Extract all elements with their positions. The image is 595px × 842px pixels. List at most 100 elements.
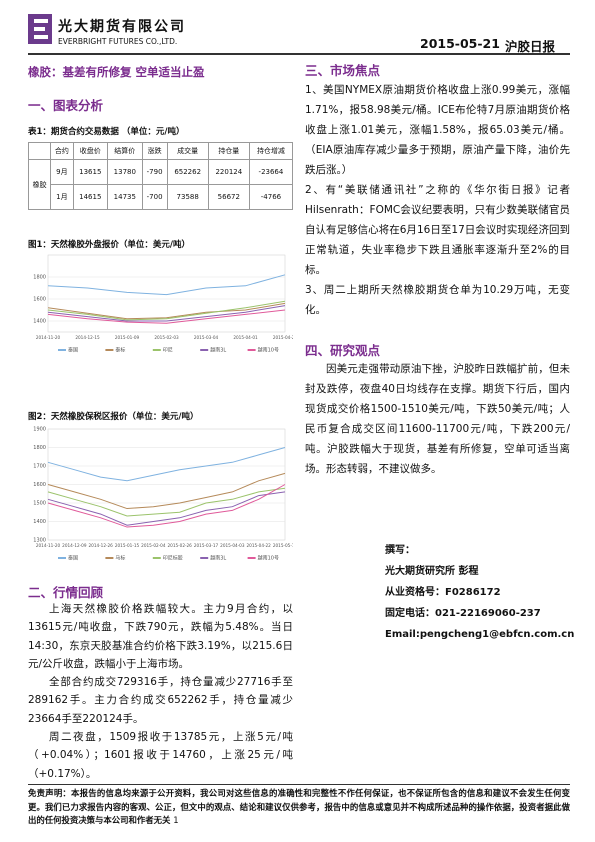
legend-label: 越南10号 — [258, 347, 279, 354]
x-tick-label: 2014-11-20 — [36, 335, 61, 340]
table-cell: -700 — [141, 184, 168, 210]
author-line: 从业资格号：F0286172 — [385, 587, 501, 598]
legend-label: 越南10号 — [258, 555, 279, 562]
table-cell: 持仓增减 — [248, 142, 294, 160]
x-tick-label: 2015-01-09 — [115, 335, 140, 340]
table-row: 合约 收盘价 结算价 涨跌 成交量 持仓量 持仓增减 — [27, 142, 294, 160]
legend-label: 印尼标胶 — [163, 555, 183, 562]
table-cell: 13615 — [72, 159, 109, 185]
table-cell: 220124 — [207, 159, 250, 185]
author-block: 撰写： 光大期货研究所 彭程 从业资格号：F0286172 固定电话：021-2216… — [385, 540, 574, 645]
legend-label: 泰国 — [68, 347, 78, 354]
y-tick-label: 1500 — [33, 501, 46, 507]
table-cell: 橡胶 — [27, 159, 52, 210]
y-tick-label: 1600 — [33, 482, 46, 488]
page-number: 1 — [173, 815, 179, 825]
line-series — [47, 302, 286, 320]
paragraph: 3、周二上期所天然橡胶期货仓单为10.29万吨，无变化。 — [305, 284, 570, 316]
table-cell: 收盘价 — [72, 142, 109, 160]
x-tick-label: 2015-02-26 — [167, 543, 192, 548]
line-series — [47, 309, 286, 324]
line-series — [47, 447, 286, 482]
author-line: 光大期货研究所 彭程 — [385, 566, 479, 577]
company: 光大期货有限公司 — [58, 19, 186, 35]
y-tick-label: 1600 — [33, 297, 46, 303]
legend-label: 泰标 — [115, 347, 125, 354]
line-series — [47, 300, 286, 321]
header-rule — [28, 53, 570, 55]
x-tick-label: 2015-04-01 — [233, 335, 258, 340]
figure-caption: 图2：天然橡胶保税区报价（单位：美元/吨） — [28, 412, 199, 422]
section-body: 因美元走强带动原油下挫，沪胶昨日跌幅扩前，但未封及跌停，夜盘40日均线存在支撑。… — [305, 359, 570, 479]
legend-label: 越南3L — [210, 555, 226, 562]
x-tick-label: 2015-05-12 — [273, 543, 293, 548]
table-cell: 持仓量 — [207, 142, 250, 160]
x-tick-label: 2015-04-22 — [246, 543, 271, 548]
author-line: Email:pengcheng1@ebfcn.com.cn — [385, 629, 575, 640]
x-tick-label: 2014-12-09 — [62, 543, 87, 548]
x-tick-label: 2015-02-04 — [141, 543, 166, 548]
paragraph: 因美元走强带动原油下挫，沪胶昨日跌幅扩前，但未封及跌停，夜盘40日均线存在支撑。… — [305, 363, 570, 475]
line-series — [47, 491, 286, 526]
paragraph: 2、有“美联储通讯社”之称的《华尔街日报》记者Hilsenrath：FOMC会议… — [305, 184, 570, 276]
x-tick-label: 2015-04-03 — [220, 543, 245, 548]
x-tick-label: 2014-12-15 — [75, 335, 100, 340]
chart: 1400 1600 1800 2014-11-20 2014-12-15 2015-01-… — [33, 254, 293, 354]
table-row: 1月 14615 14735 -700 73588 56672 -4766 — [29, 184, 294, 210]
paragraph: 1、美国NYMEX原油期货价格收盘上涨0.99美元，涨幅1.71%，报58.98… — [305, 84, 570, 176]
table-cell: 成交量 — [166, 142, 209, 160]
x-tick-label: 2015-03-04 — [194, 335, 219, 340]
line-series — [47, 472, 286, 510]
figure-caption: 图1：天然橡胶外盘报价（单位：美元/吨） — [28, 240, 191, 250]
date: 2015-05-21 — [420, 36, 500, 51]
table-cell: -23664 — [248, 159, 294, 185]
footer: 免责声明：本报告的信息均来源于公开资料，我公司对这些信息的准确性和完整性不作任何… — [28, 784, 570, 828]
section-title: 四、研究观点 — [305, 343, 381, 358]
section-body: 1、美国NYMEX原油期货价格收盘上涨0.99美元，涨幅1.71%，报58.98… — [305, 80, 570, 320]
legend-label: 印尼 — [163, 347, 173, 354]
company-en: EVERBRIGHT FUTURES CO.,LTD. — [58, 37, 178, 46]
line-series — [47, 274, 286, 296]
legend-label: 马标 — [115, 555, 125, 562]
table-cell: 13780 — [107, 159, 143, 185]
table: 合约 收盘价 结算价 涨跌 成交量 持仓量 持仓增减 橡胶 9月 13615 13780 -790 65… — [27, 142, 294, 210]
table-cell: 结算价 — [107, 142, 143, 160]
report-name: 沪胶日报 — [505, 39, 556, 54]
section-body: 上海天然橡胶价格跌幅较大。主力9月合约，以13615元/吨收盘，下跌790元，跌… — [28, 600, 293, 783]
plot-area — [47, 254, 286, 333]
disclaimer: 免责声明：本报告的信息均来源于公开资料，我公司对这些信息的准确性和完整性不作任何… — [28, 788, 570, 825]
table-cell: -790 — [141, 159, 168, 185]
paragraph: 上海天然橡胶价格跌幅较大。主力9月合约，以13615元/吨收盘，下跌790元，跌… — [28, 603, 293, 670]
logo — [28, 14, 52, 44]
section-title: 二、行情回顾 — [28, 585, 104, 600]
x-tick-label: 2015-04-27 — [273, 335, 293, 340]
table-row: 橡胶 9月 13615 13780 -790 652262 220124 -23664 — [27, 159, 294, 210]
x-tick-label: 2014-11-20 — [36, 543, 61, 548]
y-tick-label: 1800 — [33, 445, 46, 451]
headline: 橡胶：基差有所修复 空单适当止盈 — [28, 65, 205, 79]
table-cell: 1月 — [50, 184, 74, 210]
y-tick-label: 1900 — [33, 427, 46, 433]
x-tick-label: 2014-12-26 — [88, 543, 113, 548]
author-line: 撰写： — [385, 545, 415, 556]
line-series — [47, 484, 286, 528]
table-cell: 652262 — [166, 159, 209, 185]
table-cell: 涨跌 — [141, 142, 168, 160]
legend-label: 泰国 — [68, 555, 78, 562]
paragraph: 全部合约成交729316手，持仓量减少27716手至289162手。主力合约成交… — [28, 676, 293, 725]
x-tick-label: 2015-03-17 — [194, 543, 219, 548]
section-title: 三、市场焦点 — [305, 63, 381, 78]
table-cell: -4766 — [248, 184, 294, 210]
table-cell: 56672 — [207, 184, 250, 210]
line-series — [47, 305, 286, 322]
y-tick-label: 1300 — [33, 538, 46, 544]
table-cell: 合约 — [50, 142, 74, 160]
x-tick-label: 2015-02-03 — [154, 335, 179, 340]
y-tick-label: 1400 — [33, 519, 46, 525]
table-cell: 14735 — [107, 184, 143, 210]
y-tick-label: 1800 — [33, 275, 46, 281]
table-cell: 73588 — [166, 184, 209, 210]
table-cell — [27, 142, 52, 160]
